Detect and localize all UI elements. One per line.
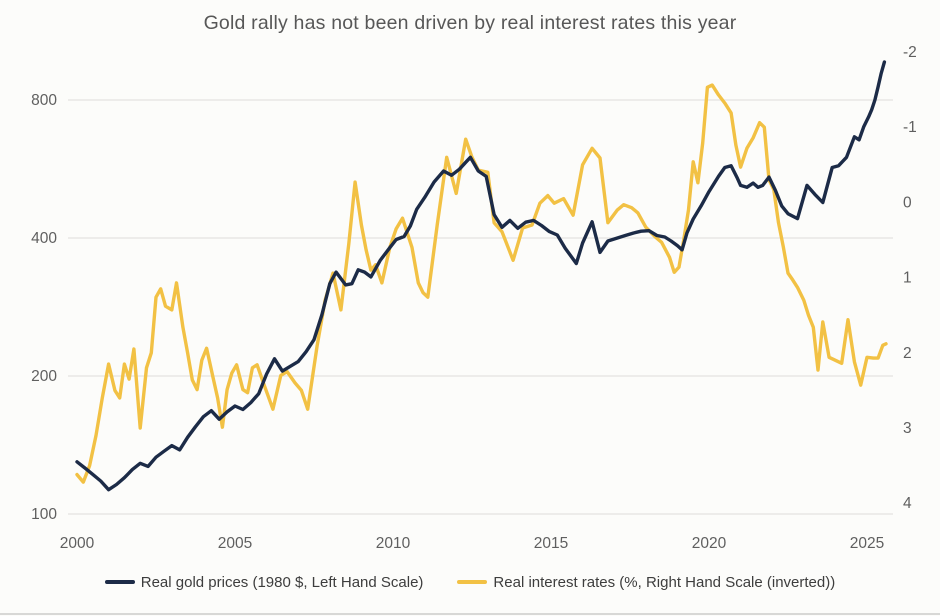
left-axis-tick-labels: 100 200 400 800 <box>31 92 57 523</box>
left-axis-tick-label: 200 <box>31 368 57 385</box>
x-axis-tick-label: 2020 <box>692 535 727 552</box>
bottom-divider <box>0 613 940 615</box>
legend-item-real-rates: Real interest rates (%, Right Hand Scale… <box>457 574 835 591</box>
legend-label-gold-prices: Real gold prices (1980 $, Left Hand Scal… <box>140 573 424 591</box>
gold-prices-line-swatch <box>104 580 135 584</box>
left-axis-tick-label: 800 <box>31 92 57 109</box>
right-axis-tick-label: -1 <box>903 119 917 136</box>
left-axis-tick-label: 400 <box>31 230 57 247</box>
chart-title: Gold rally has not been driven by real i… <box>203 12 737 34</box>
x-axis-tick-label: 2025 <box>850 535 884 552</box>
x-axis-tick-label: 2015 <box>534 535 568 552</box>
right-axis-tick-labels: -2 -1 0 1 2 3 4 <box>903 44 917 512</box>
right-axis-tick-label: 2 <box>903 345 912 362</box>
real-rates-line-swatch <box>457 580 488 584</box>
right-axis-tick-label: -2 <box>903 44 917 61</box>
x-axis-tick-label: 2000 <box>60 535 95 552</box>
gridlines <box>68 99 893 515</box>
right-axis-tick-label: 1 <box>903 270 912 287</box>
legend-item-gold-prices: Real gold prices (1980 $, Left Hand Scal… <box>104 573 424 591</box>
chart-legend: Real gold prices (1980 $, Left Hand Scal… <box>0 569 940 595</box>
right-axis-tick-label: 4 <box>903 495 912 512</box>
x-axis-tick-labels: 2000 2005 2010 2015 2020 2025 <box>60 535 884 552</box>
right-axis-tick-label: 0 <box>903 194 912 211</box>
real-gold-prices-line <box>75 60 887 492</box>
x-axis-tick-label: 2010 <box>376 535 411 552</box>
right-axis-tick-label: 3 <box>903 420 912 437</box>
legend-label-real-rates: Real interest rates (%, Right Hand Scale… <box>493 573 836 591</box>
x-axis-tick-label: 2005 <box>218 535 252 552</box>
left-axis-tick-label: 100 <box>31 506 57 523</box>
